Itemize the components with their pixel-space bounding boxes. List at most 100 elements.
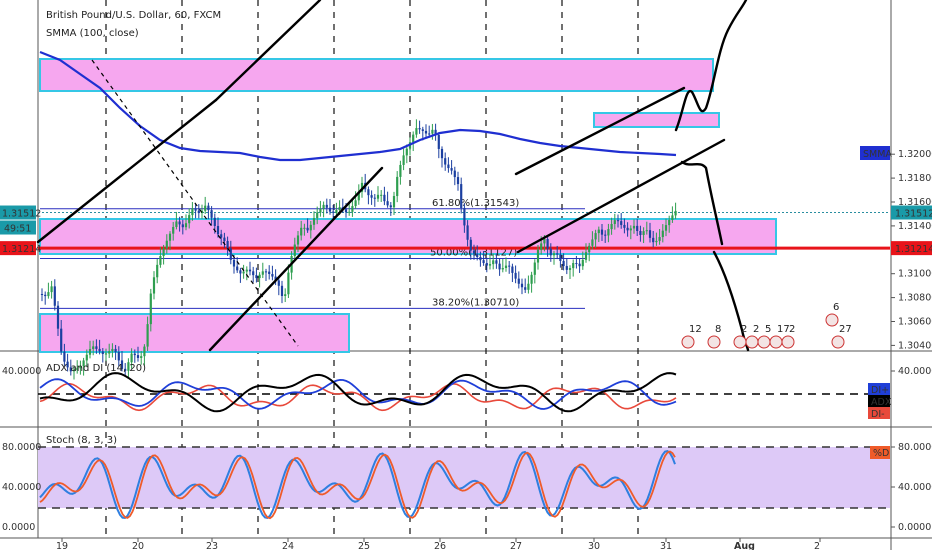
y-tick-label: 1.31400 xyxy=(898,221,932,232)
event-flag-icon[interactable] xyxy=(757,335,771,349)
dashed-trendline[interactable] xyxy=(91,59,299,347)
candle-body xyxy=(533,262,536,275)
candle-body xyxy=(402,155,405,165)
candle-body xyxy=(450,168,453,171)
adx-legend-tag xyxy=(868,395,890,407)
candle-body xyxy=(418,128,421,130)
candle-body xyxy=(261,271,264,275)
y-tick-label: 1.30800 xyxy=(898,293,932,304)
event-flag-icon[interactable] xyxy=(781,335,795,349)
candle-body xyxy=(424,130,428,134)
candle-body xyxy=(642,231,645,235)
candle-body xyxy=(360,182,364,192)
stoch-legend-label: %D xyxy=(873,448,889,459)
candle-body xyxy=(264,271,268,273)
candle-body xyxy=(514,272,517,279)
candle-body xyxy=(482,260,485,264)
candle-body xyxy=(117,351,120,361)
candle-body xyxy=(479,256,482,261)
candle-body xyxy=(274,276,277,281)
candle-body xyxy=(549,248,552,256)
event-flag-icon[interactable] xyxy=(681,335,695,349)
trend-channel-upper[interactable] xyxy=(214,0,322,102)
x-tick-label: Aug xyxy=(734,541,755,550)
candle-body xyxy=(191,208,194,216)
event-flag-icon[interactable] xyxy=(745,335,759,349)
trend-channel-lower[interactable] xyxy=(208,166,384,352)
candle-body xyxy=(66,361,69,368)
indicator-label: SMMA (100, close) xyxy=(46,28,139,39)
event-flag-icon[interactable] xyxy=(831,335,845,349)
event-count-label: 2 xyxy=(789,324,795,335)
current-price-tag xyxy=(891,205,932,220)
candle-body xyxy=(415,128,418,135)
event-count-label: 17 xyxy=(777,324,790,335)
candle-body xyxy=(520,283,524,288)
candle-body xyxy=(309,224,312,231)
event-flag-icon[interactable] xyxy=(769,335,783,349)
projection-down-path[interactable] xyxy=(680,160,724,246)
adx-legend-label: DI- xyxy=(871,409,885,420)
candle-body xyxy=(277,280,280,286)
candle-body xyxy=(546,239,549,249)
event-flag-icon[interactable] xyxy=(825,313,839,327)
x-tick-label: 23 xyxy=(206,541,218,550)
candle-body xyxy=(284,294,287,297)
candle-body xyxy=(95,346,98,349)
candle-body xyxy=(236,266,239,271)
candle-body xyxy=(524,287,527,290)
candle-body xyxy=(101,351,104,355)
candle-body xyxy=(456,177,460,185)
candle-body xyxy=(47,292,50,297)
candle-body xyxy=(69,367,72,372)
rising-channel-upper[interactable] xyxy=(514,86,686,176)
candle-body xyxy=(188,215,191,224)
projection-up-path[interactable] xyxy=(674,0,748,132)
candle-body xyxy=(124,368,127,371)
candle-body xyxy=(399,164,402,177)
candle-body xyxy=(252,271,255,276)
x-tick-label: 25 xyxy=(358,541,370,550)
rising-channel-lower[interactable] xyxy=(516,138,726,254)
candle-body xyxy=(348,211,351,213)
candle-body xyxy=(658,237,661,241)
x-tick-label: 31 xyxy=(660,541,672,550)
candle-body xyxy=(114,348,117,352)
current-price-value-left: 1.31512 xyxy=(2,209,41,220)
stoch-k-line xyxy=(39,450,676,520)
stoch-d-line xyxy=(39,450,676,520)
candle-body xyxy=(194,208,197,211)
candle-body xyxy=(204,205,207,211)
candle-body xyxy=(159,256,162,265)
candle-body xyxy=(146,324,149,347)
candle-body xyxy=(108,351,111,354)
candle-body xyxy=(338,207,341,211)
candle-body xyxy=(165,240,168,249)
candle-body xyxy=(242,271,245,274)
candle-body xyxy=(591,239,594,246)
candle-body xyxy=(226,240,229,249)
event-flag-icon[interactable] xyxy=(733,335,747,349)
candle-body xyxy=(389,205,392,208)
candle-body xyxy=(626,227,629,231)
candle-body xyxy=(485,263,488,266)
countdown-tag xyxy=(0,220,36,235)
event-count-label: 12 xyxy=(689,324,702,335)
candle-body xyxy=(581,259,584,267)
adx-legend-tag xyxy=(868,383,890,395)
candle-body xyxy=(319,208,322,213)
candle-body xyxy=(232,259,236,267)
fib-level-label: 38.20%(1.30710) xyxy=(432,297,519,308)
adx-title: ADX and DI (14, 20) xyxy=(46,363,146,374)
x-tick-label: 20 xyxy=(132,541,144,550)
candle-body xyxy=(540,243,543,250)
candle-body xyxy=(88,348,92,355)
candle-body xyxy=(597,229,600,234)
trend-channel-upper[interactable] xyxy=(36,98,218,244)
event-flag-icon[interactable] xyxy=(707,335,721,349)
candle-body xyxy=(133,353,136,356)
adx-line xyxy=(39,372,677,413)
candle-body xyxy=(629,228,632,231)
candle-body xyxy=(44,294,47,297)
